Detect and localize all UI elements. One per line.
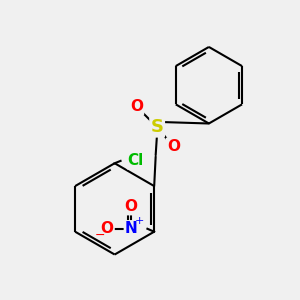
Text: −: − [94,229,105,242]
Text: Cl: Cl [128,153,144,168]
Text: O: O [100,221,114,236]
Text: +: + [135,216,144,226]
Text: O: O [125,199,138,214]
Text: S: S [151,118,164,136]
Text: N: N [125,221,138,236]
Text: O: O [167,139,180,154]
Text: O: O [130,99,143,114]
